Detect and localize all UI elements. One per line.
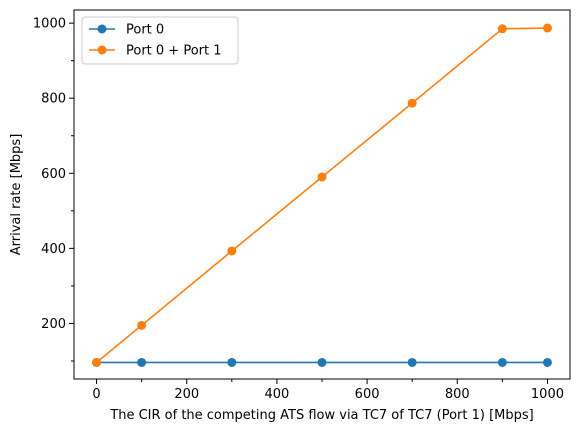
x-tick-label-200: 200 <box>174 387 199 402</box>
data-point-1-6 <box>542 23 552 33</box>
data-point-0-6 <box>542 357 552 367</box>
x-tick-label-600: 600 <box>355 387 380 402</box>
data-point-1-1 <box>137 320 147 330</box>
x-tick-label-0: 0 <box>92 387 100 402</box>
plot-frame <box>73 9 571 380</box>
legend-entry-1: Port 0 + Port 1 <box>89 44 222 59</box>
x-tick-label-1000: 1000 <box>531 387 564 402</box>
x-tick-label-400: 400 <box>264 387 289 402</box>
data-point-0-3 <box>317 357 327 367</box>
y-tick-label-400: 400 <box>41 242 66 257</box>
legend-label-0: Port 0 <box>126 23 164 38</box>
data-point-1-4 <box>407 98 417 108</box>
series-layer <box>92 23 552 367</box>
data-point-0-4 <box>407 357 417 367</box>
y-tick-label-600: 600 <box>41 167 66 182</box>
legend-label-1: Port 0 + Port 1 <box>126 44 222 59</box>
data-point-1-0 <box>92 357 102 367</box>
data-point-1-2 <box>227 246 237 256</box>
data-point-1-3 <box>317 172 327 182</box>
data-point-0-2 <box>227 357 237 367</box>
legend-entry-0: Port 0 <box>89 23 164 38</box>
x-axis-label: The CIR of the competing ATS flow via TC… <box>109 408 533 423</box>
legend-box <box>81 16 239 65</box>
axis-ticks: 0 200 400 600 800 1000 200 400 600 800 1000 <box>33 17 564 402</box>
data-point-0-1 <box>137 357 147 367</box>
legend-marker-0 <box>97 24 107 34</box>
series-0 <box>92 357 552 367</box>
y-tick-label-1000: 1000 <box>33 17 66 32</box>
legend: Port 0 Port 0 + Port 1 <box>81 16 239 65</box>
x-tick-label-800: 800 <box>445 387 470 402</box>
data-point-1-5 <box>497 24 507 34</box>
series-1 <box>92 23 552 367</box>
y-axis-label: Arrival rate [Mbps] <box>9 134 24 256</box>
y-tick-label-200: 200 <box>41 317 66 332</box>
legend-marker-1 <box>97 45 107 55</box>
series-line-1 <box>96 27 548 364</box>
data-point-0-5 <box>497 357 507 367</box>
y-tick-label-800: 800 <box>41 92 66 107</box>
